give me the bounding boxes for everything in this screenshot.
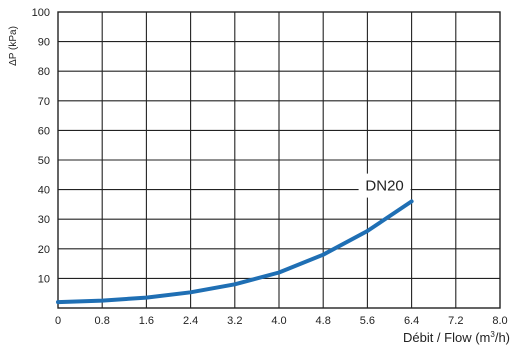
- y-tick-label: 90: [38, 37, 50, 49]
- x-tick-label: 0: [55, 315, 61, 327]
- y-tick-label: 20: [38, 244, 50, 256]
- x-tick-label: 4.8: [316, 315, 331, 327]
- y-axis-label: ΔP (kPa): [8, 26, 19, 66]
- x-tick-label: 6.4: [404, 315, 419, 327]
- x-tick-label: 4.0: [271, 315, 286, 327]
- y-tick-label: 40: [38, 185, 50, 197]
- y-tick-label: 30: [38, 214, 50, 226]
- series-group: [56, 199, 414, 305]
- y-tick-label: 80: [38, 66, 50, 78]
- series-label-background: [358, 173, 411, 198]
- y-axis-ticks: 10 20 30 40 50 60 70 80 90 100: [32, 7, 50, 285]
- y-tick-label: 60: [38, 125, 50, 137]
- x-tick-label: 5.6: [360, 315, 375, 327]
- series-label-dn20: DN20: [365, 178, 403, 195]
- x-axis-ticks: 0 0.8 1.6 2.4 3.2 4.0 4.8 5.6 6.4 7.2 8.0: [55, 315, 508, 327]
- plot-frame: [57, 11, 501, 309]
- x-tick-label: 2.4: [183, 315, 198, 327]
- x-axis-label: Débit / Flow (m3/h): [403, 330, 510, 345]
- x-tick-label: 3.2: [227, 315, 242, 327]
- x-axis-label-superscript: 3: [490, 330, 495, 339]
- x-tick-label: 0.8: [95, 315, 110, 327]
- y-tick-label: 70: [38, 96, 50, 108]
- y-tick-label: 50: [38, 155, 50, 167]
- y-tick-label: 100: [32, 7, 50, 19]
- x-axis-label-end: /h): [495, 330, 510, 345]
- y-tick-label: 10: [38, 273, 50, 285]
- x-tick-label: 7.2: [448, 315, 463, 327]
- grid: [58, 12, 500, 308]
- x-tick-label: 8.0: [492, 315, 507, 327]
- x-axis-label-main: Débit / Flow (m: [403, 330, 490, 345]
- x-tick-label: 1.6: [139, 315, 154, 327]
